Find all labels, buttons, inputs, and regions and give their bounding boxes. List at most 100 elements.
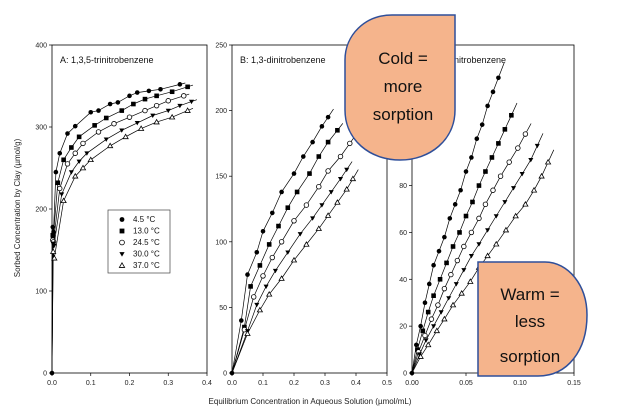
- data-point: [95, 129, 102, 135]
- data-point: [254, 302, 260, 308]
- fit-curve: [51, 107, 194, 374]
- data-point: [343, 185, 350, 192]
- data-point: [497, 173, 504, 179]
- data-point: [490, 89, 496, 95]
- data-point: [244, 330, 251, 336]
- y-tick-label: 20: [399, 324, 407, 331]
- x-axis-label: Equilibrium Concentration in Aqueous Sol…: [209, 397, 412, 406]
- data-point: [301, 154, 306, 159]
- data-point: [349, 175, 357, 182]
- data-point: [316, 183, 322, 190]
- data-point: [496, 75, 501, 81]
- y-tick-label: 0: [43, 371, 47, 378]
- legend-marker: [118, 262, 126, 268]
- data-point: [461, 268, 467, 273]
- data-point: [325, 114, 331, 120]
- data-point: [485, 228, 491, 233]
- data-point: [483, 169, 488, 174]
- data-point: [64, 161, 71, 167]
- data-point: [538, 172, 545, 179]
- data-point: [515, 145, 521, 151]
- data-point: [127, 93, 132, 99]
- legend: 4.5 °C 13.0 °C 24.5 °C 30.0 °C 37.0 °C: [107, 209, 171, 274]
- panel-title: C: 1,4-dinitrobenzene: [420, 55, 506, 65]
- panel-2: 0.0 0.1 0.2 0.3 0.4 0.5 0 50 100 150 200 250 B: 1,3-…: [215, 43, 392, 388]
- x-tick-label: 0.4: [202, 380, 212, 387]
- data-point: [154, 93, 159, 99]
- data-point: [69, 145, 74, 150]
- y-tick-label: 400: [35, 43, 47, 50]
- data-point: [461, 243, 467, 250]
- data-point: [438, 310, 444, 315]
- callout-cold-line-3: sorption: [373, 105, 433, 124]
- data-point: [425, 309, 431, 315]
- data-point: [319, 124, 325, 129]
- legend-label: 4.5 °C: [133, 215, 156, 224]
- data-point: [279, 189, 284, 195]
- data-point: [310, 139, 315, 145]
- data-point: [418, 323, 423, 329]
- data-point: [142, 96, 148, 102]
- callout-cold: Cold = more sorption: [344, 14, 456, 161]
- plot-frame: [231, 44, 388, 374]
- data-point: [463, 169, 469, 174]
- legend-label: 13.0 °C: [133, 227, 160, 236]
- data-point: [522, 200, 529, 207]
- data-point: [84, 151, 90, 156]
- data-point: [442, 234, 447, 240]
- data-point: [444, 260, 449, 266]
- data-point: [107, 101, 113, 107]
- data-point: [278, 239, 285, 245]
- data-point: [484, 252, 491, 259]
- data-point: [479, 122, 485, 127]
- x-tick-label: 0.4: [351, 380, 361, 387]
- x-tick-label: 0.1: [86, 380, 96, 387]
- legend-marker: [119, 217, 125, 222]
- data-point: [122, 133, 129, 140]
- data-point: [185, 84, 190, 90]
- data-point: [168, 113, 176, 120]
- callout-warm-line-2: less: [515, 312, 545, 331]
- data-point: [146, 88, 152, 94]
- data-point: [76, 159, 82, 164]
- data-point: [414, 342, 419, 348]
- data-point: [476, 183, 482, 188]
- data-point: [493, 240, 500, 247]
- data-point: [294, 189, 300, 195]
- x-tick-label: 0.3: [320, 380, 330, 387]
- data-point: [92, 123, 97, 128]
- data-point: [248, 284, 253, 289]
- data-point: [485, 103, 490, 109]
- data-point: [50, 232, 56, 238]
- data-point: [476, 215, 482, 222]
- data-point: [437, 276, 443, 282]
- data-point: [528, 157, 534, 163]
- data-point: [72, 172, 79, 179]
- data-point: [285, 205, 291, 210]
- data-point: [454, 257, 461, 264]
- legend-marker: [119, 228, 125, 234]
- data-point: [463, 213, 469, 219]
- data-point: [544, 158, 552, 165]
- data-point: [239, 318, 244, 323]
- data-point: [131, 101, 136, 107]
- data-point: [448, 271, 454, 278]
- data-point: [337, 153, 344, 160]
- data-point: [61, 157, 66, 163]
- y-tick-label: 100: [35, 289, 47, 296]
- data-point-origin: [229, 370, 235, 376]
- data-point: [347, 140, 353, 147]
- fit-curve: [231, 161, 353, 374]
- data-point: [315, 225, 323, 231]
- data-point: [55, 180, 61, 186]
- callout-cold-line-1: Cold =: [378, 49, 428, 68]
- data-point: [431, 293, 436, 298]
- legend-marker: [119, 252, 125, 257]
- x-tick-label: 0.2: [289, 380, 299, 387]
- data-point: [265, 290, 273, 297]
- data-point: [103, 115, 109, 121]
- data-point: [254, 249, 260, 255]
- legend-label: 37.0 °C: [133, 261, 160, 270]
- data-point: [344, 167, 350, 173]
- data-point: [522, 131, 529, 137]
